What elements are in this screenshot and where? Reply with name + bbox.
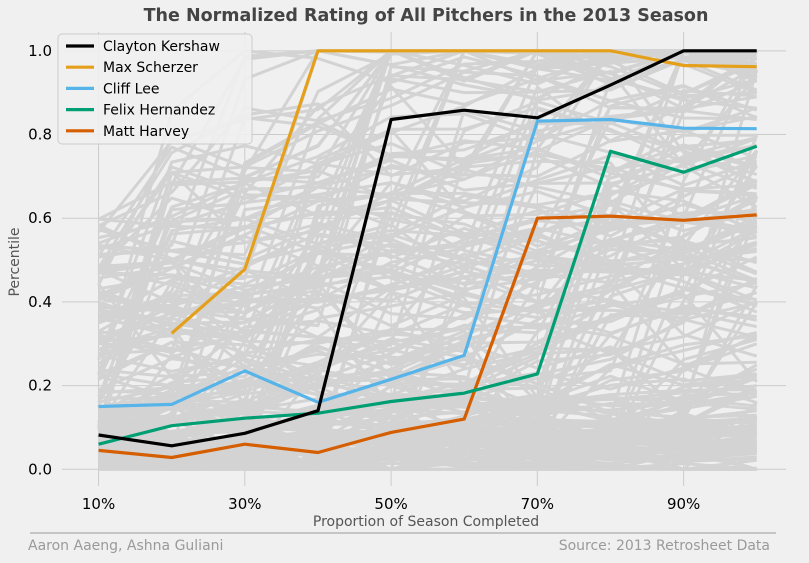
background-pitcher-line (98, 431, 757, 456)
background-pitcher-line (97, 224, 758, 314)
legend-label-cliff-lee: Cliff Lee (103, 81, 159, 97)
background-pitcher-line (98, 150, 759, 432)
series-line-matt-harvey (98, 213, 757, 460)
y-tick-label: 0.0 (28, 460, 52, 478)
background-pitcher-line (97, 49, 758, 397)
y-tick-label: 0.8 (28, 126, 52, 144)
y-tick-label: 1.0 (28, 42, 52, 60)
background-pitcher-line (98, 276, 758, 454)
background-pitcher-line (98, 49, 757, 355)
y-axis-label: Percentile (7, 227, 23, 296)
background-pitcher-line (98, 225, 758, 343)
background-pitcher-line (98, 384, 757, 441)
background-pitcher-line (98, 222, 758, 358)
background-pitcher-line (97, 188, 757, 407)
x-axis-label: Proportion of Season Completed (313, 514, 539, 530)
legend-label-clayton-kershaw: Clayton Kershaw (103, 39, 220, 55)
y-tick-label: 0.6 (28, 209, 52, 227)
footer-credit: Aaron Aaeng, Ashna Guliani (28, 538, 223, 554)
chart-title: The Normalized Rating of All Pitchers in… (144, 6, 709, 26)
y-tick-label: 0.4 (28, 293, 52, 311)
background-pitcher-line (97, 49, 758, 415)
legend: Clayton Kershaw Max Scherzer Cliff Lee Feli… (57, 33, 253, 145)
background-pitcher-line (98, 396, 757, 438)
axis-ticks: 0.0 0.2 0.4 0.6 0.8 1.0 10% 30% 50% 70% 90% (28, 42, 700, 513)
background-pitcher-line (97, 89, 757, 380)
x-tick-label: 50% (374, 495, 407, 513)
background-pitcher-line (98, 49, 758, 419)
background-pitcher-line (97, 143, 757, 361)
legend-label-felix-hernandez: Felix Hernandez (103, 103, 215, 119)
background-pitcher-line (97, 238, 758, 427)
background-pitcher-line (98, 281, 758, 435)
y-tick-label: 0.2 (28, 377, 52, 395)
background-pitcher-line (98, 49, 757, 251)
legend-box (57, 33, 253, 145)
series-line-cliff-lee (98, 117, 757, 409)
background-pitcher-line (97, 114, 758, 376)
highlighted-series (98, 49, 758, 460)
footer-source: Source: 2013 Retrosheet Data (559, 538, 770, 554)
x-tick-label: 90% (667, 495, 700, 513)
legend-label-max-scherzer: Max Scherzer (103, 60, 198, 76)
background-pitcher-line (98, 217, 757, 265)
x-tick-label: 30% (228, 495, 261, 513)
legend-label-matt-harvey: Matt Harvey (103, 124, 189, 140)
background-pitcher-line (98, 350, 757, 410)
background-pitcher-line (98, 388, 757, 435)
background-pitcher-line (98, 424, 757, 452)
series-line-clayton-kershaw (98, 49, 757, 448)
background-pitcher-line (98, 460, 757, 471)
background-pitcher-line (97, 70, 758, 273)
series-line-felix-hernandez (98, 144, 758, 446)
background-pitcher-line (97, 49, 758, 361)
background-pitcher-line (98, 178, 758, 404)
background-pitcher-line (98, 289, 758, 427)
background-pitcher-line (98, 448, 757, 471)
x-tick-label: 10% (82, 495, 115, 513)
background-pitcher-line (98, 216, 758, 379)
x-tick-label: 70% (521, 495, 554, 513)
